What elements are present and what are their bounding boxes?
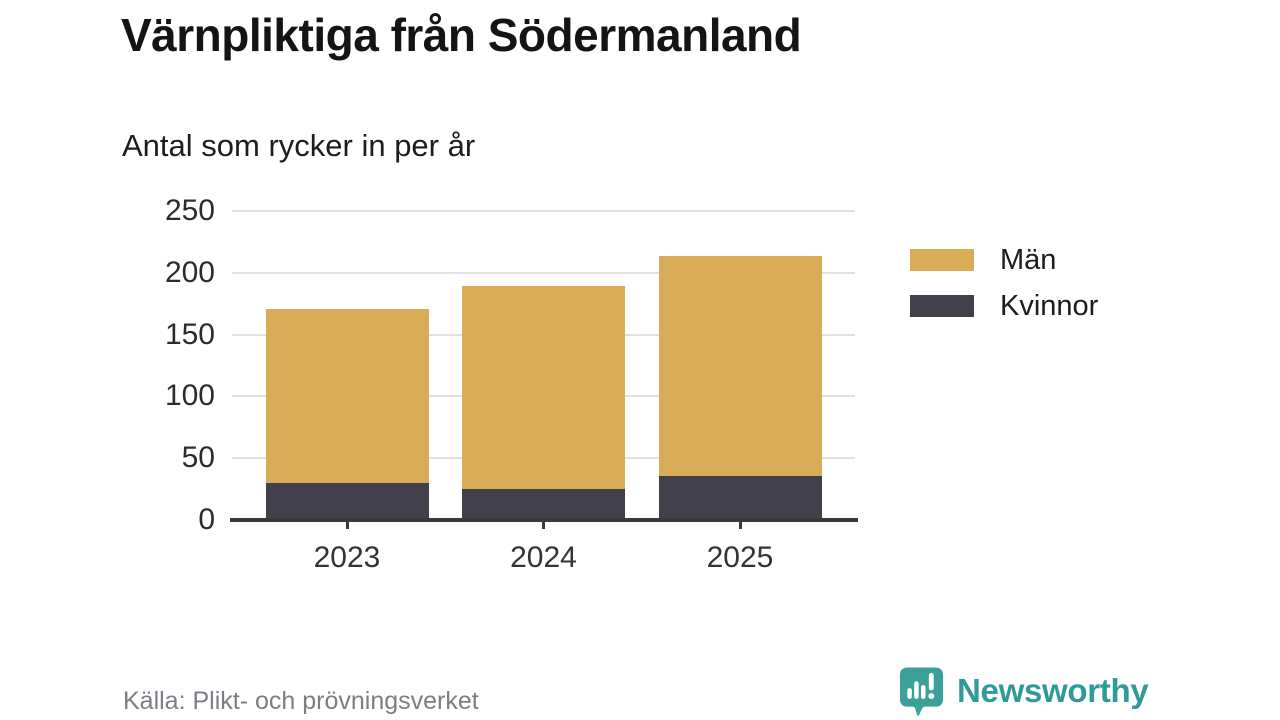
bar-segment-kvinnor-2025: [658, 475, 822, 520]
stacked-bar-2024: [462, 211, 625, 520]
legend-swatch-män: [910, 249, 974, 271]
x-tick-label-2024: 2024: [510, 541, 577, 574]
x-tick-2024: [542, 520, 545, 529]
y-tick-label-200: 200: [164, 255, 215, 289]
x-tick-label-2023: 2023: [313, 541, 381, 574]
bar-segment-män-2023: [265, 308, 429, 483]
stacked-bar-2025: [658, 211, 822, 520]
chart-subtitle: Antal som rycker in per år: [122, 128, 476, 163]
bar-segment-kvinnor-2023: [265, 482, 429, 520]
y-tick-label-250: 250: [164, 194, 215, 227]
x-tick-label-2025: 2025: [706, 541, 774, 574]
legend-label-kvinnor: Kvinnor: [1000, 289, 1099, 322]
chart-title: Värnpliktiga från Södermanland: [121, 9, 802, 61]
legend: Män Kvinnor: [910, 243, 1098, 335]
bar-segment-män-2024: [462, 286, 625, 490]
y-tick-label-50: 50: [181, 441, 215, 475]
source-text: Källa: Plikt- och prövningsverket: [123, 687, 479, 715]
legend-swatch-kvinnor: [910, 295, 974, 317]
newsworthy-logo: Newsworthy: [898, 665, 1149, 717]
gridline-200: [232, 271, 855, 274]
stacked-bar-2023: [265, 211, 429, 520]
y-tick-label-100: 100: [164, 379, 215, 413]
x-tick-2023: [345, 520, 349, 529]
y-tick-label-150: 150: [164, 317, 215, 351]
gridline-250: [232, 210, 855, 212]
plot-area: [232, 210, 855, 520]
y-tick-label-0: 0: [198, 503, 215, 536]
newsworthy-logo-text: Newsworthy: [957, 672, 1149, 709]
x-tick-2025: [738, 520, 742, 529]
newsworthy-speech-bubble-chart-icon: [899, 667, 944, 716]
bar-segment-kvinnor-2024: [462, 489, 625, 520]
legend-item-män: Män: [910, 243, 1098, 277]
legend-item-kvinnor: Kvinnor: [910, 289, 1098, 323]
legend-label-män: Män: [1000, 243, 1057, 276]
bar-segment-män-2025: [658, 255, 822, 476]
